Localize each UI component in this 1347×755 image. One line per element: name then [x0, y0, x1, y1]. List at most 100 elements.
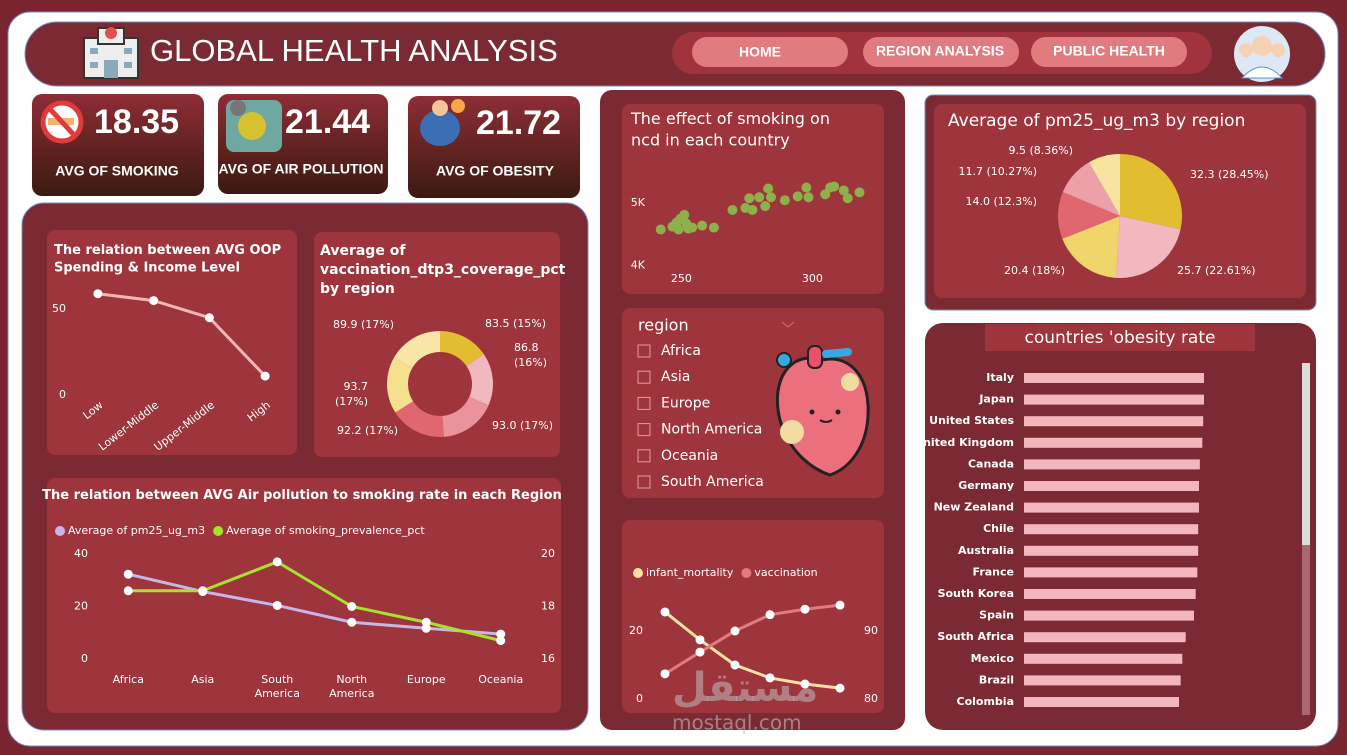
- x-tick-label: 300: [802, 272, 823, 285]
- bar: [1024, 481, 1199, 491]
- bar: [1024, 373, 1204, 383]
- marker: [93, 289, 103, 299]
- nav-button[interactable]: [1031, 37, 1187, 67]
- marker: [800, 679, 810, 689]
- checkbox[interactable]: [637, 475, 651, 489]
- point: [708, 222, 719, 233]
- marker: [730, 626, 740, 636]
- y2-tick-label: 20: [541, 547, 555, 560]
- slice: [466, 354, 493, 406]
- y-tick-label: United States: [929, 414, 1014, 427]
- slicer-option[interactable]: Oceania: [661, 448, 718, 464]
- text-line: (16%): [514, 356, 547, 369]
- y-tick-label: 0: [636, 692, 643, 705]
- marker: [123, 569, 133, 579]
- data-label: 89.9 (17%): [333, 318, 394, 331]
- text-line: The relation between AVG OOP: [54, 243, 281, 258]
- slice: [1088, 154, 1120, 216]
- checkbox[interactable]: [637, 423, 651, 437]
- point: [792, 191, 803, 202]
- bar: [1024, 697, 1179, 707]
- data-label: 83.5 (15%): [485, 317, 546, 330]
- x-tick-label: Europe: [407, 673, 446, 686]
- point: [766, 192, 776, 203]
- text-line: by region: [320, 281, 395, 297]
- charts: The relation between AVG OOP Spending & I…: [42, 109, 1268, 709]
- checkbox[interactable]: [637, 344, 651, 358]
- slicer-option[interactable]: Africa: [661, 343, 701, 359]
- nav-label[interactable]: REGION ANALYSIS: [876, 43, 1004, 59]
- obesity-icon: [420, 99, 465, 146]
- text-line: 93.7: [344, 380, 369, 393]
- y-tick-label: France: [973, 565, 1014, 578]
- y-tick-label: 4K: [631, 259, 646, 272]
- nav-label[interactable]: HOME: [739, 44, 781, 60]
- marker: [800, 604, 810, 614]
- line: [97, 292, 267, 378]
- scrollbar-thumb[interactable]: [1302, 363, 1310, 545]
- data-label: 93.7 (17%): [335, 380, 368, 408]
- data-label: 32.3 (28.45%): [1190, 168, 1269, 181]
- legend-label: Average of smoking_prevalence_pct: [226, 524, 425, 537]
- marker: [496, 636, 506, 646]
- chart-title: The relation between AVG Air pollution t…: [42, 488, 562, 503]
- chart-title: The relation between AVG OOP Spending & I…: [54, 243, 281, 276]
- x-tick-label: North America: [329, 673, 374, 700]
- slicer-option[interactable]: Europe: [661, 395, 710, 411]
- point: [842, 193, 853, 204]
- hospital-icon: [83, 27, 139, 79]
- slicer-chevron[interactable]: [781, 321, 795, 328]
- data-label: 86.8 (16%): [514, 341, 547, 369]
- point: [838, 185, 849, 196]
- point: [763, 183, 774, 194]
- x-tick-label: 250: [671, 272, 692, 285]
- text-line: The effect of smoking on: [630, 109, 830, 128]
- checkbox[interactable]: [637, 449, 651, 463]
- slicer-option[interactable]: South America: [661, 474, 764, 490]
- y-tick-label: New Zealand: [934, 501, 1014, 514]
- marker: [695, 635, 705, 645]
- y-tick-label: 50: [52, 302, 66, 315]
- y2-tick-label: 80: [864, 692, 878, 705]
- marker: [272, 557, 282, 567]
- text-line: South: [261, 673, 293, 686]
- y-tick-label: South Korea: [938, 587, 1014, 600]
- legend-swatch: [741, 568, 752, 578]
- text-line: North: [336, 673, 367, 686]
- point: [679, 209, 690, 220]
- y2-tick-label: 16: [541, 652, 555, 665]
- text-line: Average of: [320, 243, 406, 259]
- nav-button[interactable]: [692, 37, 848, 67]
- checkbox[interactable]: [637, 396, 651, 410]
- bar: [1024, 567, 1198, 578]
- y-tick-label: Colombia: [957, 695, 1015, 708]
- marker: [123, 586, 133, 596]
- legend-label: infant_mortality: [646, 566, 734, 579]
- slice: [387, 357, 414, 413]
- text-line: vaccination_dtp3_coverage_pct: [320, 262, 566, 278]
- x-tick-label: Africa: [113, 673, 144, 686]
- nav-button[interactable]: [863, 37, 1019, 67]
- bar: [1024, 632, 1186, 643]
- point: [854, 187, 865, 198]
- y-tick-label: 0: [59, 388, 66, 401]
- kpi-value: 21.44: [285, 103, 370, 141]
- bar: [1024, 459, 1200, 470]
- slice: [1062, 216, 1120, 278]
- bar: [1024, 524, 1199, 535]
- bar: [1024, 437, 1203, 448]
- checkbox[interactable]: [637, 370, 651, 384]
- y-tick-label: 5K: [631, 196, 646, 209]
- marker: [660, 607, 670, 617]
- slicer-option[interactable]: North America: [661, 422, 762, 438]
- bar: [1024, 394, 1204, 405]
- marker: [835, 600, 845, 610]
- text-line: The relation between AVG Air pollution t…: [42, 488, 562, 503]
- y-tick-label: South Africa: [937, 630, 1014, 643]
- slicer-option[interactable]: Asia: [661, 369, 690, 385]
- point: [687, 222, 698, 233]
- slice: [1058, 191, 1120, 239]
- nav-label[interactable]: PUBLIC HEALTH: [1053, 43, 1165, 59]
